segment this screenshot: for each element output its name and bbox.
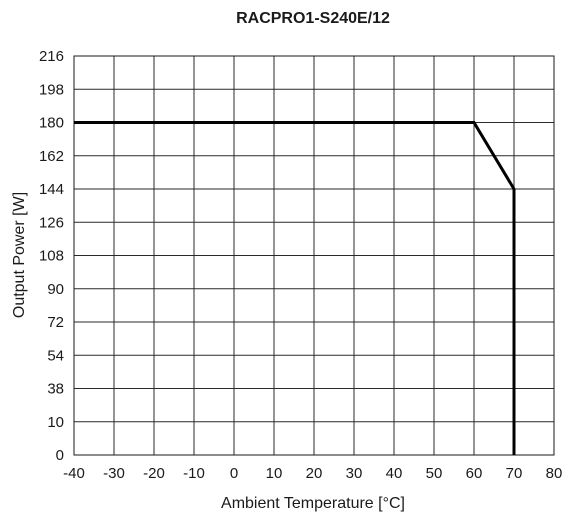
- x-tick-label: 10: [266, 465, 283, 482]
- y-tick-label: 198: [39, 81, 64, 98]
- x-axis-label: Ambient Temperature [°C]: [221, 495, 405, 512]
- y-tick-label: 38: [47, 381, 64, 398]
- y-tick-label: 126: [39, 214, 64, 231]
- x-tick-label: 30: [346, 465, 363, 482]
- y-tick-labels: 0 10 38 54 72 90 108 126 144 162 180 198 216: [39, 48, 64, 464]
- x-tick-label: 40: [386, 465, 403, 482]
- x-tick-label: -40: [63, 465, 85, 482]
- x-tick-label: 0: [230, 465, 238, 482]
- y-axis-label: Output Power [W]: [11, 192, 28, 318]
- y-tick-label: 162: [39, 148, 64, 165]
- x-tick-label: -10: [183, 465, 205, 482]
- y-tick-label: 90: [47, 281, 64, 298]
- x-tick-label: -20: [143, 465, 165, 482]
- y-tick-label: 108: [39, 248, 64, 265]
- y-tick-label: 72: [47, 314, 64, 331]
- derating-curve: [74, 121, 516, 455]
- x-tick-labels: -40 -30 -20 -10 0 10 20 30 40 50 60 70 80: [63, 465, 562, 482]
- y-tick-label: 180: [39, 115, 64, 132]
- x-tick-label: 60: [466, 465, 483, 482]
- chart-title: RACPRO1-S240E/12: [236, 10, 390, 27]
- y-tick-label: 0: [56, 447, 64, 464]
- y-tick-label: 10: [47, 414, 64, 431]
- y-tick-label: 54: [47, 347, 64, 364]
- y-tick-label: 216: [39, 48, 64, 65]
- x-tick-label: 80: [546, 465, 563, 482]
- x-tick-label: 50: [426, 465, 443, 482]
- series-layer: [74, 121, 516, 455]
- y-tick-label: 144: [39, 181, 64, 198]
- x-tick-label: 20: [306, 465, 323, 482]
- plot-area-frame: [73, 55, 555, 456]
- x-tick-label: 70: [506, 465, 523, 482]
- x-tick-label: -30: [103, 465, 125, 482]
- grid-lines: [73, 55, 555, 456]
